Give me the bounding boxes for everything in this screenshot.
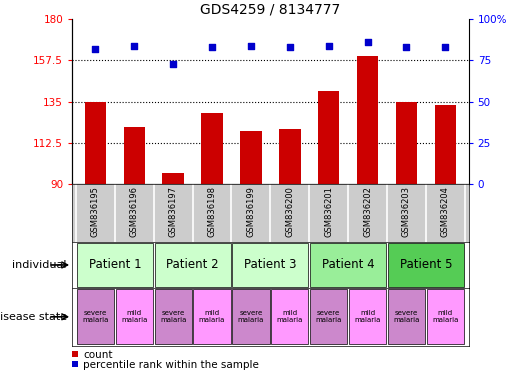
Bar xyxy=(77,243,153,287)
Point xyxy=(247,43,255,49)
Text: percentile rank within the sample: percentile rank within the sample xyxy=(83,360,260,370)
Text: severe
malaria: severe malaria xyxy=(82,310,109,323)
Point xyxy=(130,43,139,49)
Bar xyxy=(240,131,262,184)
Bar xyxy=(116,289,153,344)
Point xyxy=(441,44,450,50)
Text: GSM836195: GSM836195 xyxy=(91,186,100,237)
Text: GSM836202: GSM836202 xyxy=(363,186,372,237)
Point xyxy=(91,46,99,52)
Text: count: count xyxy=(83,350,113,360)
Text: mild
malaria: mild malaria xyxy=(121,310,147,323)
Text: Patient 1: Patient 1 xyxy=(89,258,141,271)
Bar xyxy=(349,289,386,344)
Point xyxy=(169,61,177,67)
Text: Patient 2: Patient 2 xyxy=(166,258,219,271)
Bar xyxy=(396,102,417,184)
Bar xyxy=(201,113,223,184)
Text: GSM836199: GSM836199 xyxy=(247,186,255,237)
Text: GSM836204: GSM836204 xyxy=(441,186,450,237)
Text: severe
malaria: severe malaria xyxy=(316,310,342,323)
Point xyxy=(286,44,294,50)
Bar xyxy=(426,289,464,344)
Bar xyxy=(388,289,425,344)
Text: mild
malaria: mild malaria xyxy=(432,310,458,323)
Point xyxy=(402,44,410,50)
Text: GSM836200: GSM836200 xyxy=(285,186,294,237)
Text: GSM836203: GSM836203 xyxy=(402,186,411,237)
Bar xyxy=(85,102,106,184)
Text: GSM836201: GSM836201 xyxy=(324,186,333,237)
Text: GSM836196: GSM836196 xyxy=(130,186,139,237)
Text: mild
malaria: mild malaria xyxy=(354,310,381,323)
Bar xyxy=(194,289,231,344)
Point xyxy=(364,39,372,45)
Text: mild
malaria: mild malaria xyxy=(199,310,225,323)
Text: severe
malaria: severe malaria xyxy=(393,310,420,323)
Bar xyxy=(271,289,308,344)
Point xyxy=(324,43,333,49)
Bar xyxy=(310,289,347,344)
Bar xyxy=(357,56,378,184)
Text: Patient 3: Patient 3 xyxy=(244,258,297,271)
Bar xyxy=(163,173,184,184)
Point xyxy=(208,44,216,50)
Bar xyxy=(388,243,464,287)
Title: GDS4259 / 8134777: GDS4259 / 8134777 xyxy=(200,3,340,17)
Bar xyxy=(310,243,386,287)
Bar xyxy=(124,127,145,184)
Text: individual: individual xyxy=(12,260,67,270)
Text: severe
malaria: severe malaria xyxy=(238,310,264,323)
Bar xyxy=(232,289,269,344)
Bar xyxy=(77,289,114,344)
Bar xyxy=(154,289,192,344)
Text: disease state: disease state xyxy=(0,312,67,322)
Text: GSM836197: GSM836197 xyxy=(169,186,178,237)
Bar xyxy=(154,243,231,287)
Text: Patient 4: Patient 4 xyxy=(322,258,374,271)
Bar xyxy=(435,106,456,184)
Text: mild
malaria: mild malaria xyxy=(277,310,303,323)
Text: Patient 5: Patient 5 xyxy=(400,258,452,271)
Bar xyxy=(279,129,301,184)
Text: severe
malaria: severe malaria xyxy=(160,310,186,323)
Bar xyxy=(232,243,308,287)
Text: GSM836198: GSM836198 xyxy=(208,186,217,237)
Bar xyxy=(318,91,339,184)
